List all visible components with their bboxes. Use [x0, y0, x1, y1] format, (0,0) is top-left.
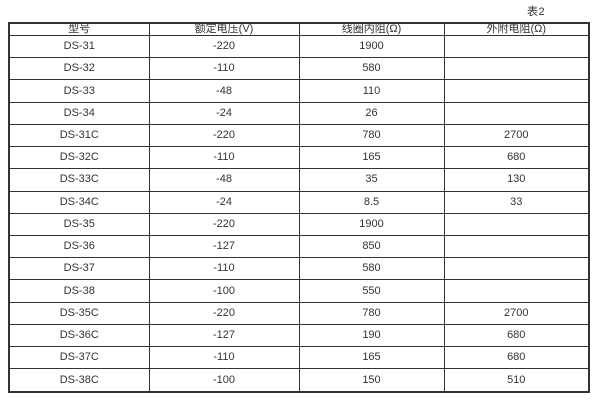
table-cell: -110 — [148, 146, 300, 170]
table-cell: 580 — [298, 57, 445, 81]
table-row: DS-34C -24 8.5 33 — [8, 190, 590, 214]
table-row: DS-33C -48 35 130 — [8, 168, 590, 192]
table-cell: -127 — [148, 234, 300, 259]
table-cell: DS-37C — [8, 346, 150, 370]
table-cell: 150 — [298, 368, 445, 393]
table-cell: DS-34 — [8, 101, 150, 125]
table-cell: 33 — [443, 190, 590, 214]
table-body: DS-31 -220 1900 DS-32 -110 580 DS-33 -48 110 DS-3… — [8, 34, 590, 393]
column-header: 额定电压(V) — [148, 22, 300, 36]
table-cell: -100 — [148, 368, 300, 393]
table-row: DS-35 -220 1900 — [8, 212, 590, 236]
table-cell: DS-33C — [8, 168, 150, 192]
table-cell: 190 — [298, 323, 445, 348]
table-cell: DS-35 — [8, 212, 150, 236]
table-cell: 165 — [298, 146, 445, 170]
table-cell: DS-34C — [8, 190, 150, 214]
table-cell: 780 — [298, 301, 445, 325]
table-cell — [443, 79, 590, 103]
table-cell: DS-32C — [8, 146, 150, 170]
table-cell: -48 — [148, 168, 300, 192]
table-cell: 510 — [443, 368, 590, 393]
table-row: DS-31 -220 1900 — [8, 34, 590, 59]
table-cell: -24 — [148, 101, 300, 125]
table-row: DS-37 -110 580 — [8, 257, 590, 281]
table-cell: 1900 — [298, 212, 445, 236]
table-cell: 130 — [443, 168, 590, 192]
table-cell: 35 — [298, 168, 445, 192]
table-cell: 26 — [298, 101, 445, 125]
table-cell: 680 — [443, 346, 590, 370]
column-header: 外附电阻(Ω) — [443, 22, 590, 36]
spec-table: 型号 额定电压(V) 线圈内阻(Ω) 外附电阻(Ω) DS-31 -220 1900 DS-… — [8, 22, 590, 393]
table-row: DS-36C -127 190 680 — [8, 323, 590, 348]
table-cell: 550 — [298, 279, 445, 303]
table-cell: 2700 — [443, 123, 590, 148]
table-cell: DS-38 — [8, 279, 150, 303]
table-cell: 110 — [298, 79, 445, 103]
table-cell — [443, 212, 590, 236]
table-cell: DS-36C — [8, 323, 150, 348]
table-cell: DS-33 — [8, 79, 150, 103]
table-cell — [443, 57, 590, 81]
table-cell: 1900 — [298, 34, 445, 59]
table-cell: 580 — [298, 257, 445, 281]
table-cell: -110 — [148, 257, 300, 281]
table-cell: -100 — [148, 279, 300, 303]
table-caption: 表2 — [527, 6, 546, 18]
table-cell: -110 — [148, 346, 300, 370]
table-cell — [443, 234, 590, 259]
table-row: DS-38C -100 150 510 — [8, 368, 590, 393]
table-row: DS-33 -48 110 — [8, 79, 590, 103]
table-cell: -220 — [148, 301, 300, 325]
table-cell: DS-31C — [8, 123, 150, 148]
table-cell: DS-36 — [8, 234, 150, 259]
table-cell: 850 — [298, 234, 445, 259]
table-cell: -48 — [148, 79, 300, 103]
table-row: DS-36 -127 850 — [8, 234, 590, 259]
table-head: 型号 额定电压(V) 线圈内阻(Ω) 外附电阻(Ω) — [8, 22, 590, 36]
table-row: DS-31C -220 780 2700 — [8, 123, 590, 148]
table-row: DS-35C -220 780 2700 — [8, 301, 590, 325]
table-cell: 680 — [443, 323, 590, 348]
table-cell — [443, 257, 590, 281]
table-cell: 2700 — [443, 301, 590, 325]
table-cell: 780 — [298, 123, 445, 148]
table-row: DS-32C -110 165 680 — [8, 146, 590, 170]
table-cell: DS-31 — [8, 34, 150, 59]
table-cell — [443, 34, 590, 59]
table-cell: -220 — [148, 123, 300, 148]
table-cell — [443, 279, 590, 303]
table-cell: -24 — [148, 190, 300, 214]
header-row: 型号 额定电压(V) 线圈内阻(Ω) 外附电阻(Ω) — [8, 22, 590, 36]
table-row: DS-34 -24 26 — [8, 101, 590, 125]
table-cell: -110 — [148, 57, 300, 81]
table-row: DS-32 -110 580 — [8, 57, 590, 81]
column-header: 线圈内阻(Ω) — [298, 22, 445, 36]
table-cell: DS-32 — [8, 57, 150, 81]
table-cell: -127 — [148, 323, 300, 348]
table-cell: DS-38C — [8, 368, 150, 393]
table-row: DS-38 -100 550 — [8, 279, 590, 303]
table-row: DS-37C -110 165 680 — [8, 346, 590, 370]
table-cell: 680 — [443, 146, 590, 170]
table-cell: 8.5 — [298, 190, 445, 214]
table-cell: DS-37 — [8, 257, 150, 281]
table-cell: DS-35C — [8, 301, 150, 325]
column-header: 型号 — [8, 22, 150, 36]
table-cell: -220 — [148, 34, 300, 59]
table-cell: 165 — [298, 346, 445, 370]
table-cell: -220 — [148, 212, 300, 236]
table-cell — [443, 101, 590, 125]
